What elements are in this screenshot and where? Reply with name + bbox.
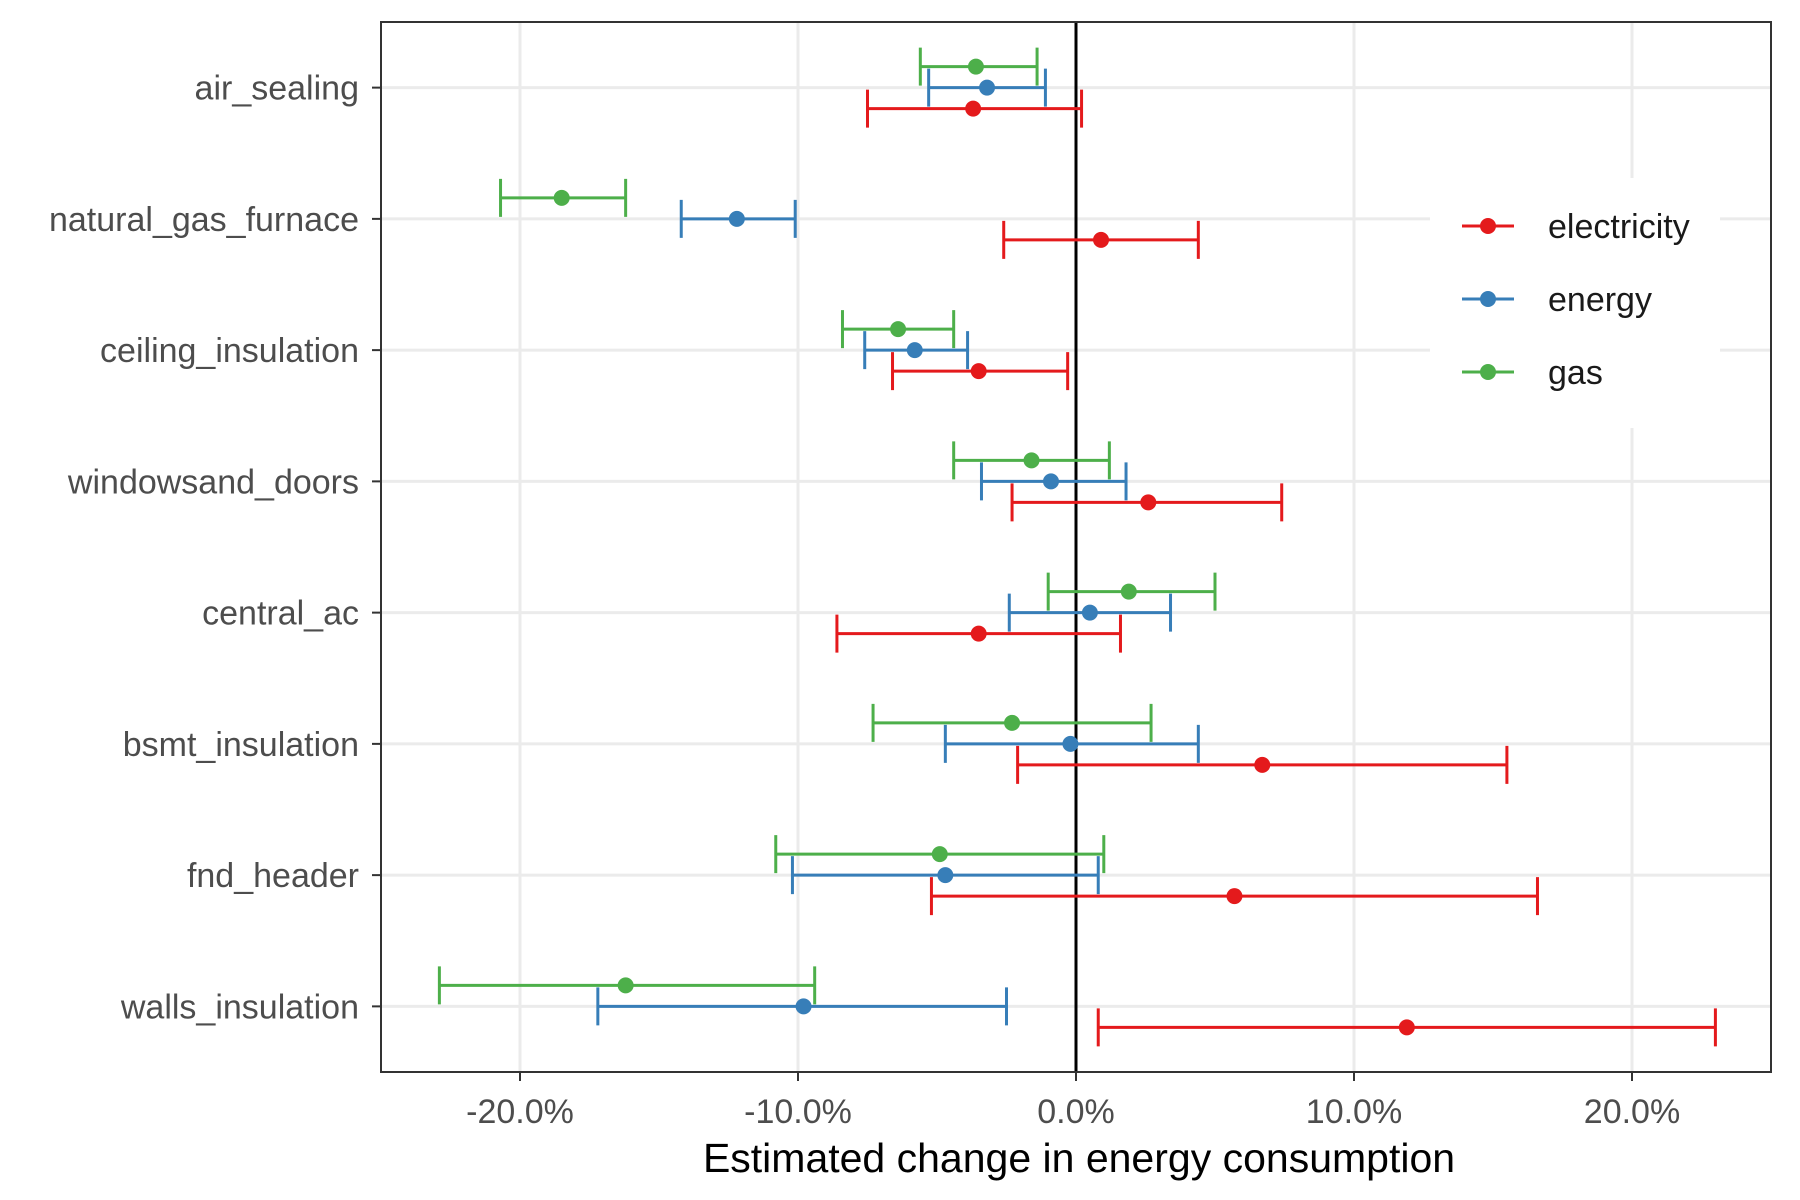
legend-key-point [1480,364,1496,380]
point-electricity [1398,1019,1415,1036]
legend-label: energy [1548,281,1652,319]
point-electricity [1226,888,1243,905]
point-energy [1042,473,1059,490]
point-electricity [970,363,987,380]
x-tick-label: 10.0% [1306,1093,1402,1131]
point-gas [617,977,634,994]
y-tick-label: walls_insulation [120,988,359,1026]
legend-label: gas [1548,354,1603,392]
y-tick-label: windowsand_doors [67,463,359,501]
y-tick-label: ceiling_insulation [100,332,359,370]
point-gas [1004,714,1021,731]
legend-item-gas: gas [1462,354,1603,392]
point-electricity [970,625,987,642]
x-axis-title: Estimated change in energy consumption [703,1135,1455,1181]
point-gas [1023,452,1040,469]
y-tick-label: bsmt_insulation [123,726,359,764]
point-gas [890,321,907,338]
x-axis: -20.0% -10.0% 0.0% 10.0% 20.0% [466,1072,1680,1131]
y-tick-label: air_sealing [195,70,359,108]
point-energy [906,342,923,359]
point-energy [728,210,745,227]
legend-key-point [1480,291,1496,307]
series-marks [437,47,1717,1047]
legend: electricity energy gas [1430,178,1720,428]
point-electricity [1254,756,1271,773]
y-tick-label: fnd_header [187,857,359,895]
legend-key-point [1480,218,1496,234]
series-energy [596,68,1200,1026]
point-energy [1062,735,1079,752]
x-tick-label: 20.0% [1584,1093,1680,1131]
point-energy [795,998,812,1015]
legend-background [1430,178,1720,428]
x-tick-label: 0.0% [1037,1093,1115,1131]
y-axis: air_sealing natural_gas_furnace ceiling_in… [49,70,381,1026]
point-energy [1081,604,1098,621]
series-electricity [835,89,1717,1047]
series-gas [437,47,1217,1005]
legend-item-energy: energy [1462,281,1652,319]
point-electricity [1140,494,1157,511]
x-tick-label: -10.0% [744,1093,852,1131]
y-tick-label: natural_gas_furnace [49,201,359,239]
point-electricity [965,100,982,117]
point-gas [931,846,948,863]
point-electricity [1093,231,1110,248]
point-energy [979,79,996,96]
legend-label: electricity [1548,208,1690,246]
point-gas [1120,583,1137,600]
point-energy [937,867,954,884]
x-tick-label: -20.0% [466,1093,574,1131]
y-tick-label: central_ac [202,595,359,633]
point-gas [553,189,570,206]
point-gas [967,58,984,75]
legend-item-electricity: electricity [1462,208,1690,246]
